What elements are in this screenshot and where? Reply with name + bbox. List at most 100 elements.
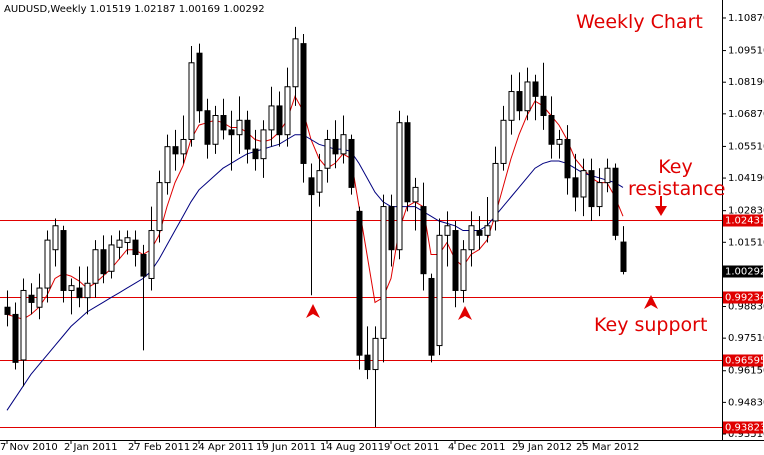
candle-body — [444, 225, 451, 236]
candle-body — [532, 81, 539, 97]
x-tick-label: 27 Feb 2011 — [128, 442, 190, 453]
current-price-box — [723, 265, 763, 278]
candle-body — [228, 129, 235, 136]
candle-body — [92, 249, 99, 284]
current-price-label: 1.00292 — [725, 267, 764, 278]
candle-body — [468, 225, 475, 251]
candle-body — [116, 239, 123, 248]
level-label: 0.99234 — [725, 293, 764, 304]
candle-body — [348, 138, 355, 188]
candle-body — [364, 354, 371, 371]
level-label-box — [723, 291, 763, 304]
candle-body — [604, 167, 611, 184]
annotation: Key resistance — [628, 156, 726, 200]
candle-body — [140, 254, 147, 277]
x-tick-label: 4 Dec 2011 — [448, 442, 506, 453]
candle-body — [172, 146, 179, 155]
candle-body — [204, 110, 211, 145]
level-label-box — [723, 421, 763, 434]
level-label: 1.02431 — [725, 216, 764, 227]
candle-body — [420, 206, 427, 275]
candle-body — [516, 91, 523, 112]
annotation: Weekly Chart — [576, 11, 703, 33]
candle-body — [388, 206, 395, 251]
candle-body — [548, 115, 555, 145]
y-tick-label: 1.02830 — [728, 206, 764, 217]
level-label-box — [723, 354, 763, 367]
candle-body — [588, 170, 595, 208]
candle-body — [124, 237, 131, 244]
candle-body — [108, 244, 115, 272]
candle-body — [564, 138, 571, 179]
annotation: Key support — [594, 314, 708, 336]
candle-body — [164, 146, 171, 184]
x-tick-label: 25 Mar 2012 — [576, 442, 639, 453]
candle-body — [556, 138, 563, 145]
plot-area — [0, 26, 722, 428]
candle-body — [332, 138, 339, 155]
candle-body — [132, 239, 139, 256]
x-tick-label: 29 Jan 2012 — [512, 442, 572, 453]
candle-body — [460, 249, 467, 291]
candle-body — [340, 134, 347, 155]
level-label: 0.96595 — [725, 356, 764, 367]
candle-body — [524, 81, 531, 112]
y-tick-label: 0.93510 — [728, 429, 764, 440]
y-tick-label: 1.05510 — [728, 141, 764, 152]
candle-body — [380, 206, 387, 339]
candle-body — [252, 148, 259, 160]
candle-body — [236, 119, 243, 136]
level-label: 0.93823 — [725, 423, 764, 434]
candle-body — [244, 119, 251, 150]
candle-body — [572, 177, 579, 198]
candle-body — [580, 170, 587, 198]
candle-body — [324, 138, 331, 169]
y-tick-label: 1.09510 — [728, 46, 764, 57]
candle-body — [4, 306, 11, 315]
candle-body — [412, 186, 419, 203]
candle-body — [212, 115, 219, 145]
arrow-up — [644, 295, 658, 309]
candle-body — [500, 119, 507, 164]
level-label-box — [723, 214, 763, 227]
candle-body — [396, 122, 403, 251]
candle-body — [292, 38, 299, 88]
candle-body — [300, 43, 307, 164]
candle-body — [276, 105, 283, 136]
candle-body — [100, 249, 107, 275]
chart-title: AUDUSD,Weekly 1.01519 1.02187 1.00169 1.… — [4, 4, 265, 15]
candle-body — [68, 285, 75, 291]
x-tick-label: 9 Oct 2011 — [384, 442, 439, 453]
y-tick-label: 1.04190 — [728, 173, 764, 184]
candle-body — [20, 289, 27, 361]
candle-body — [12, 313, 19, 363]
candle-body — [188, 62, 195, 140]
candle-body — [84, 282, 91, 299]
candle-body — [508, 91, 515, 121]
candle-body — [492, 162, 499, 222]
arrow-down — [655, 206, 667, 216]
candle-body — [620, 241, 627, 272]
y-tick-label: 1.06870 — [728, 109, 764, 120]
candle-body — [28, 294, 35, 303]
arrow-up — [306, 304, 320, 318]
y-tick-label: 1.10870 — [728, 13, 764, 24]
candle-body — [148, 230, 155, 279]
candle-body — [76, 287, 83, 299]
candle-body — [284, 86, 291, 136]
candle-body — [156, 182, 163, 232]
x-tick-label: 7 Nov 2010 — [0, 442, 58, 453]
candle-body — [260, 129, 267, 160]
candle-body — [596, 182, 603, 208]
candle-body — [36, 287, 43, 308]
candle-body — [60, 230, 67, 291]
candle-body — [452, 230, 459, 291]
candle-body — [436, 234, 443, 347]
